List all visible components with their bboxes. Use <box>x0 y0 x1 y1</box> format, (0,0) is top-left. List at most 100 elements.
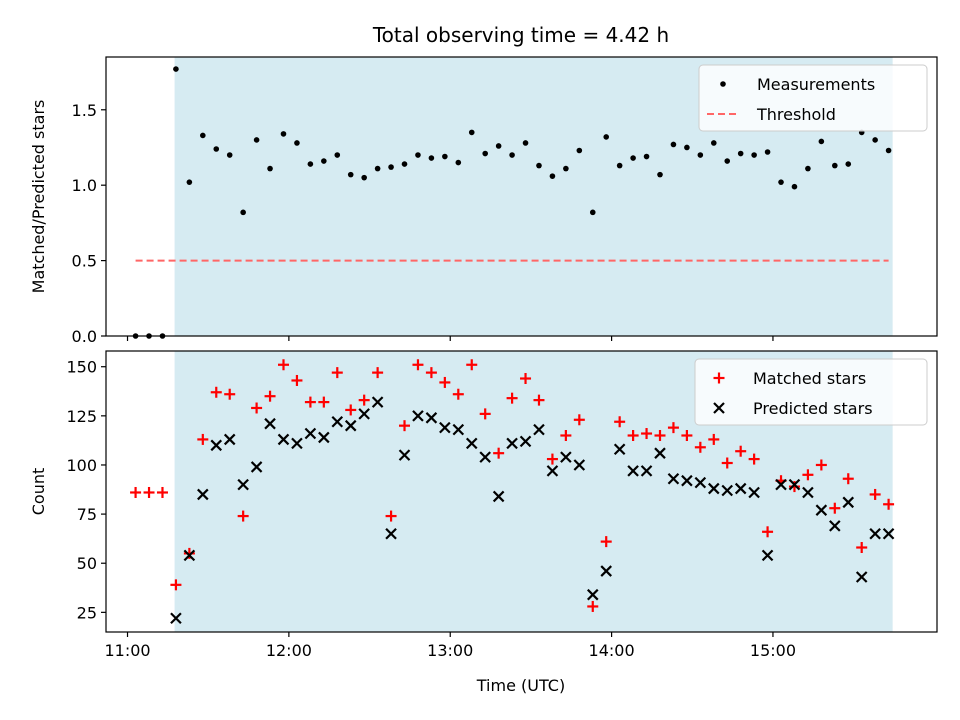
y-tick-label: 150 <box>66 358 97 377</box>
matched-stars-marker <box>264 390 276 402</box>
predicted-stars-marker <box>627 465 639 477</box>
predicted-stars-marker <box>681 474 693 487</box>
measurement-point <box>307 161 314 167</box>
predicted-stars-marker <box>439 421 451 434</box>
measurement-point <box>791 183 798 190</box>
matched-stars-marker <box>277 359 289 371</box>
measurement-point <box>321 158 327 164</box>
measurement-point <box>589 209 596 216</box>
y-tick-label: 1.0 <box>72 176 97 195</box>
legend-box <box>694 358 928 426</box>
predicted-stars-marker <box>708 482 720 495</box>
predicted-stars-marker <box>425 412 438 424</box>
measurement-point <box>401 161 408 167</box>
measurement-point <box>495 143 502 149</box>
measurement-point <box>643 153 650 160</box>
legend-measurement-swatch <box>720 81 726 87</box>
measurement-point <box>724 158 731 164</box>
matched-stars-marker <box>318 396 330 408</box>
legend-label: Matched stars <box>753 369 866 388</box>
measurement-point <box>173 66 179 72</box>
matched-stars-marker <box>802 469 814 481</box>
predicted-stars-marker <box>829 520 841 532</box>
x-tick-label: 12:00 <box>266 641 312 660</box>
measurement-point <box>832 162 838 169</box>
matched-stars-marker <box>224 388 236 400</box>
measurement-point <box>536 162 542 169</box>
matched-stars-marker <box>156 486 168 498</box>
predicted-stars-marker <box>358 408 370 420</box>
matched-stars-marker <box>291 374 303 386</box>
predicted-stars-marker <box>385 527 397 540</box>
measurement-point <box>442 153 448 160</box>
y-axis-label: Count <box>29 468 48 516</box>
matched-stars-marker <box>587 600 599 612</box>
matched-stars-marker <box>143 486 155 498</box>
measurement-point <box>294 140 300 146</box>
measurement-point <box>388 164 394 170</box>
matched-stars-marker <box>641 428 653 440</box>
predicted-stars-marker <box>506 437 518 450</box>
matched-stars-marker <box>829 502 841 514</box>
measurement-point <box>253 137 260 143</box>
matched-stars-marker <box>856 542 868 554</box>
measurement-point <box>347 171 354 178</box>
measurement-point <box>657 171 663 178</box>
predicted-stars-marker <box>775 478 787 491</box>
legend-box <box>698 64 928 132</box>
y-tick-label: 0.0 <box>72 327 97 346</box>
predicted-stars-marker <box>264 417 276 430</box>
predicted-stars-marker <box>250 461 263 473</box>
matched-stars-marker <box>210 386 222 398</box>
y-axis-label: Matched/Predicted stars <box>29 100 48 294</box>
axes-frame <box>105 350 938 633</box>
measurement-point <box>778 179 784 185</box>
measurement-point <box>240 209 246 216</box>
matched-stars-marker <box>466 359 478 371</box>
y-tick-label: 125 <box>66 407 97 426</box>
matched-stars-marker <box>331 367 343 379</box>
measurement-point <box>200 132 206 139</box>
predicted-stars-marker <box>237 478 249 491</box>
measurement-point <box>845 161 852 167</box>
predicted-stars-marker <box>573 459 586 471</box>
y-tick-label: 75 <box>77 505 97 524</box>
legend-label: Threshold <box>756 105 836 124</box>
predicted-stars-marker <box>882 527 895 540</box>
measurement-point <box>415 152 421 158</box>
predicted-stars-marker <box>654 447 666 459</box>
legend-label: Measurements <box>757 75 875 94</box>
matched-stars-marker <box>197 433 209 445</box>
measurement-point <box>805 165 811 172</box>
predicted-stars-marker <box>452 423 465 436</box>
matched-stars-marker <box>600 536 612 548</box>
predicted-stars-marker <box>479 451 491 463</box>
matched-stars-marker <box>479 408 491 420</box>
predicted-stars-marker <box>398 449 411 461</box>
measurement-point <box>697 152 704 158</box>
matched-stars-marker <box>748 453 760 465</box>
predicted-stars-marker <box>331 415 344 428</box>
matched-stars-marker <box>842 473 854 485</box>
matched-stars-marker <box>130 486 142 498</box>
bottom-panel: 25 50 75 100 125 150 11:00 12:00 13:00 14:00 15:00… <box>29 350 938 660</box>
measurement-point <box>563 165 569 172</box>
predicted-stars-marker <box>170 612 182 625</box>
measurement-point <box>428 155 435 161</box>
predicted-stars-marker <box>560 451 572 463</box>
matched-stars-marker <box>708 433 720 445</box>
y-tick-label: 25 <box>77 603 97 622</box>
measurement-point <box>872 137 878 143</box>
matched-stars-marker <box>425 367 437 379</box>
matched-stars-marker <box>183 547 195 559</box>
x-tick-label: 11:00 <box>104 641 150 660</box>
measurement-point <box>630 155 636 161</box>
x-tick-label: 14:00 <box>589 641 635 660</box>
predicted-stars-marker <box>492 490 505 503</box>
predicted-stars-marker <box>277 433 290 446</box>
legend-predicted-swatch <box>713 402 725 414</box>
predicted-stars-marker <box>694 476 707 489</box>
measurement-point <box>213 146 220 152</box>
predicted-stars-marker <box>667 472 680 485</box>
matched-stars-marker <box>372 367 384 379</box>
